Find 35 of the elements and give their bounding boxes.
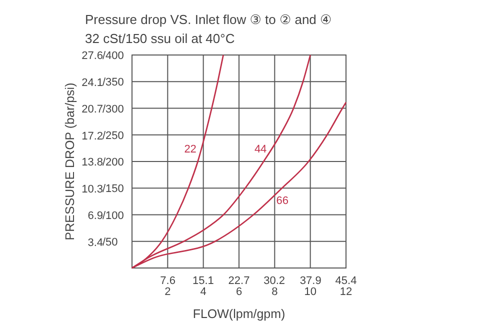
- y-tick-label: 27.6: [82, 50, 103, 62]
- x-tick-label: 12: [340, 286, 352, 298]
- y2-tick-label: /300: [102, 103, 124, 116]
- y-tick-label: 20.7: [82, 103, 103, 116]
- x2-tick-label: 7.6: [160, 275, 176, 287]
- x-tick-label: 6: [236, 286, 242, 298]
- series-label: 44: [254, 144, 267, 156]
- x2-tick-label: 37.9: [300, 275, 322, 287]
- x-tick-label: 4: [200, 286, 206, 298]
- chart-title: Pressure drop VS. Inlet flow ③ to ② and ④: [85, 12, 332, 27]
- x-tick-label: 2: [164, 286, 171, 298]
- x-tick-label: 10: [304, 286, 316, 298]
- x-tick-label: 8: [272, 286, 278, 298]
- y2-tick-label: /350: [102, 76, 124, 89]
- y-axis-title: PRESSURE DROP (bar/psi): [63, 82, 77, 240]
- y2-tick-label: /50: [102, 236, 118, 248]
- y2-tick-label: /150: [102, 183, 124, 196]
- x2-tick-label: 45.4: [335, 275, 357, 287]
- y-tick-label: 13.8: [82, 156, 103, 168]
- x2-tick-label: 30.2: [264, 275, 286, 287]
- series-label: 22: [184, 144, 196, 156]
- x2-tick-label: 15.1: [192, 275, 214, 287]
- y-tick-label: 10.3: [82, 184, 103, 196]
- y2-tick-label: /400: [102, 50, 124, 62]
- chart-subtitle: 32 cSt/150 ssu oil at 40°C: [85, 31, 235, 46]
- series-label: 66: [276, 194, 289, 207]
- y-tick-label: 17.2: [82, 130, 103, 142]
- x2-tick-label: 22.7: [228, 275, 250, 287]
- y2-tick-label: /100: [102, 210, 124, 222]
- x-axis-title: FLOW(lpm/gpm): [192, 307, 286, 321]
- y-tick-label: 3.4: [88, 236, 103, 249]
- y-tick-label: 6.9: [88, 210, 103, 222]
- y2-tick-label: /250: [102, 130, 124, 142]
- y-tick-label: 24.1: [82, 77, 103, 90]
- y2-tick-label: /200: [102, 156, 124, 168]
